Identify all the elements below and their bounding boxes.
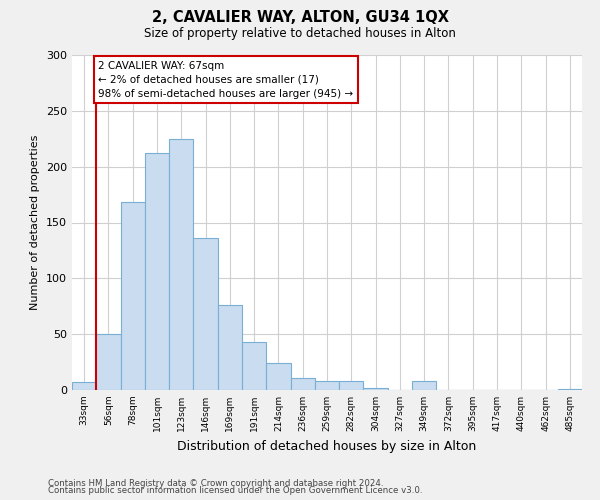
Bar — [315, 381, 339, 390]
Text: Size of property relative to detached houses in Alton: Size of property relative to detached ho… — [144, 28, 456, 40]
Bar — [121, 202, 145, 390]
Text: Contains HM Land Registry data © Crown copyright and database right 2024.: Contains HM Land Registry data © Crown c… — [48, 478, 383, 488]
Bar — [96, 334, 121, 390]
Text: 2, CAVALIER WAY, ALTON, GU34 1QX: 2, CAVALIER WAY, ALTON, GU34 1QX — [151, 10, 449, 25]
Text: 2 CAVALIER WAY: 67sqm
← 2% of detached houses are smaller (17)
98% of semi-detac: 2 CAVALIER WAY: 67sqm ← 2% of detached h… — [98, 60, 353, 98]
X-axis label: Distribution of detached houses by size in Alton: Distribution of detached houses by size … — [178, 440, 476, 452]
Text: Contains public sector information licensed under the Open Government Licence v3: Contains public sector information licen… — [48, 486, 422, 495]
Bar — [145, 154, 169, 390]
Bar — [558, 389, 582, 390]
Bar — [290, 378, 315, 390]
Bar — [266, 363, 290, 390]
Bar — [339, 381, 364, 390]
Bar — [242, 342, 266, 390]
Bar — [412, 381, 436, 390]
Bar — [169, 138, 193, 390]
Bar — [72, 382, 96, 390]
Bar — [218, 305, 242, 390]
Bar — [193, 238, 218, 390]
Bar — [364, 388, 388, 390]
Y-axis label: Number of detached properties: Number of detached properties — [31, 135, 40, 310]
